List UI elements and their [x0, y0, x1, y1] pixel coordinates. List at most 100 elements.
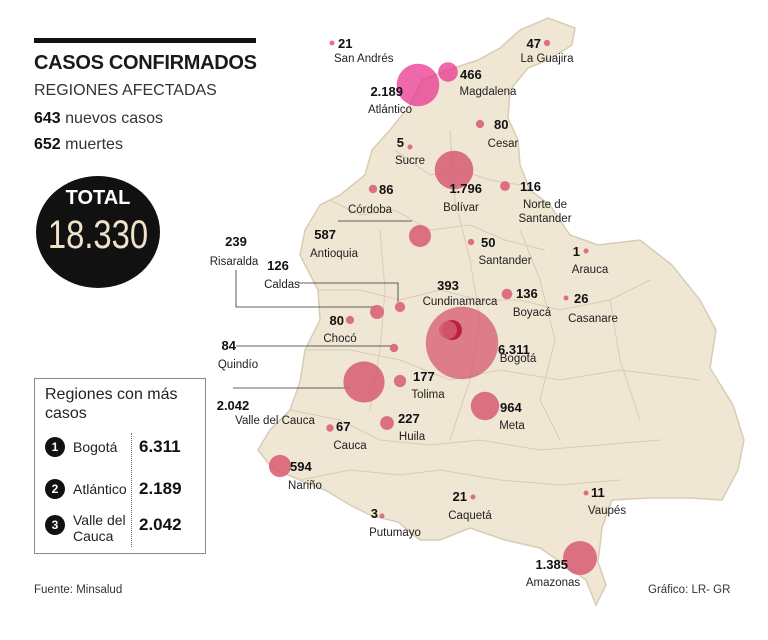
rank-3-badge: 3 — [45, 515, 65, 535]
san-andres-bubble — [329, 40, 335, 46]
top-regions-title: Regiones con más casos — [45, 386, 178, 422]
choco-label: Chocó — [323, 333, 356, 345]
caldas-value: 126 — [267, 258, 289, 273]
amazonas-label: Amazonas — [526, 577, 581, 589]
atlantico-bubble — [396, 63, 440, 107]
colombia-outline — [257, 17, 745, 607]
vaupes-value: 11 — [591, 485, 605, 500]
rank-3-name: Valle del Cauca — [73, 512, 126, 544]
page-title: CASOS CONFIRMADOS — [34, 52, 257, 74]
leader-lines — [233, 220, 412, 389]
santander-value: 50 — [481, 235, 495, 250]
rank-1-value: 6.311 — [139, 437, 181, 456]
antioquia-value: 587 — [314, 227, 336, 242]
risaralda-bubble — [370, 305, 384, 319]
caqueta-label: Caquetá — [448, 510, 492, 522]
vaupes-label: Vaupés — [588, 505, 626, 517]
quindio-label: Quindío — [218, 359, 258, 371]
legend-divider — [131, 433, 132, 547]
amazonas-bubble — [563, 541, 597, 575]
page-subtitle: REGIONES AFECTADAS — [34, 82, 217, 99]
cordoba-label: Córdoba — [348, 204, 393, 216]
valle-value: 2.042 — [217, 398, 250, 413]
cordoba-value: 86 — [379, 182, 393, 197]
antioquia-label: Antioquia — [310, 248, 359, 260]
arauca-value: 1 — [573, 244, 580, 259]
sucre-bubble — [407, 144, 413, 150]
rank-1-name: Bogotá — [73, 439, 118, 455]
rank-2-badge: 2 — [45, 479, 65, 499]
casanare-bubble — [563, 295, 569, 301]
norte-de-santander-label: Norte de Santander — [518, 199, 571, 225]
narino-value: 594 — [290, 459, 312, 474]
vaupes-bubble — [583, 490, 589, 496]
cundinamarca-label: Cundinamarca — [423, 296, 498, 308]
la-guajira-bubble — [543, 39, 551, 47]
magdalena-bubble — [438, 62, 458, 82]
cordoba-bubble — [368, 184, 378, 194]
atlantico-label: Atlántico — [368, 104, 412, 116]
santander-label: Santander — [478, 255, 531, 267]
cauca-bubble — [326, 424, 334, 432]
boyaca-value: 136 — [516, 286, 538, 301]
huila-value: 227 — [398, 411, 420, 426]
boyaca-label: Boyacá — [513, 307, 552, 319]
total-badge — [36, 176, 160, 288]
valle-label: Valle del Cauca — [235, 415, 315, 427]
rank-2-name: Atlántico — [73, 481, 127, 497]
cesar-bubble — [475, 119, 485, 129]
credit-note: Gráfico: LR- GR — [648, 584, 731, 596]
valle-bubble — [343, 361, 385, 403]
bogota-label: Bogotá — [500, 353, 537, 365]
choco-bubble — [345, 315, 355, 325]
header-rule — [34, 38, 256, 43]
risaralda-value: 239 — [225, 234, 247, 249]
cauca-value: 67 — [336, 419, 350, 434]
top-regions-panel: Regiones con más casos 1 Bogotá 6.311 2 … — [34, 378, 206, 554]
rank-1-badge: 1 — [45, 437, 65, 457]
risaralda-label: Risaralda — [210, 256, 259, 268]
bolivar-value: 1.796 — [449, 181, 482, 196]
meta-bubble — [470, 391, 500, 421]
san-andres-label: San Andrés — [334, 53, 394, 65]
quindio-value: 84 — [222, 338, 237, 353]
cundinamarca-bubble — [439, 321, 457, 339]
cesar-label: Cesar — [488, 138, 519, 150]
caldas-bubble — [394, 301, 406, 313]
meta-value: 964 — [500, 400, 522, 415]
arauca-label: Arauca — [572, 264, 609, 276]
norte-de-santander-value: 116 — [520, 179, 541, 194]
meta-label: Meta — [499, 420, 525, 432]
atlantico-value: 2.189 — [370, 84, 403, 99]
rank-3-value: 2.042 — [139, 515, 182, 534]
huila-bubble — [380, 416, 394, 430]
casanare-value: 26 — [574, 291, 588, 306]
new-cases-number: 643 — [34, 110, 61, 127]
cauca-label: Cauca — [333, 440, 367, 452]
casanare-label: Casanare — [568, 313, 618, 325]
deaths-text: muertes — [65, 136, 123, 153]
total-label: TOTAL — [65, 187, 131, 209]
rank-2-value: 2.189 — [139, 479, 182, 498]
putumayo-bubble — [379, 513, 385, 519]
narino-label: Nariño — [288, 480, 322, 492]
la-guajira-label: La Guajira — [520, 53, 574, 65]
deaths-number: 652 — [34, 136, 61, 153]
tolima-value: 177 — [413, 369, 435, 384]
label-layer: 21 San Andrés 47 La Guajira 2.189 Atlántico 46… — [210, 36, 627, 589]
caldas-label: Caldas — [264, 279, 300, 291]
magdalena-value: 466 — [460, 67, 482, 82]
choco-value: 80 — [330, 313, 344, 328]
total-value: 18.330 — [47, 213, 149, 257]
sucre-value: 5 — [397, 135, 404, 150]
quindio-bubble — [389, 343, 399, 353]
la-guajira-value: 47 — [527, 36, 541, 51]
antioquia-bubble — [409, 225, 431, 247]
tolima-bubble — [393, 374, 407, 388]
norte-de-santander-bubble — [500, 181, 510, 191]
huila-label: Huila — [399, 431, 426, 443]
caqueta-bubble — [470, 494, 476, 500]
bogota-bubble — [425, 306, 499, 380]
san-andres-value: 21 — [338, 36, 352, 51]
